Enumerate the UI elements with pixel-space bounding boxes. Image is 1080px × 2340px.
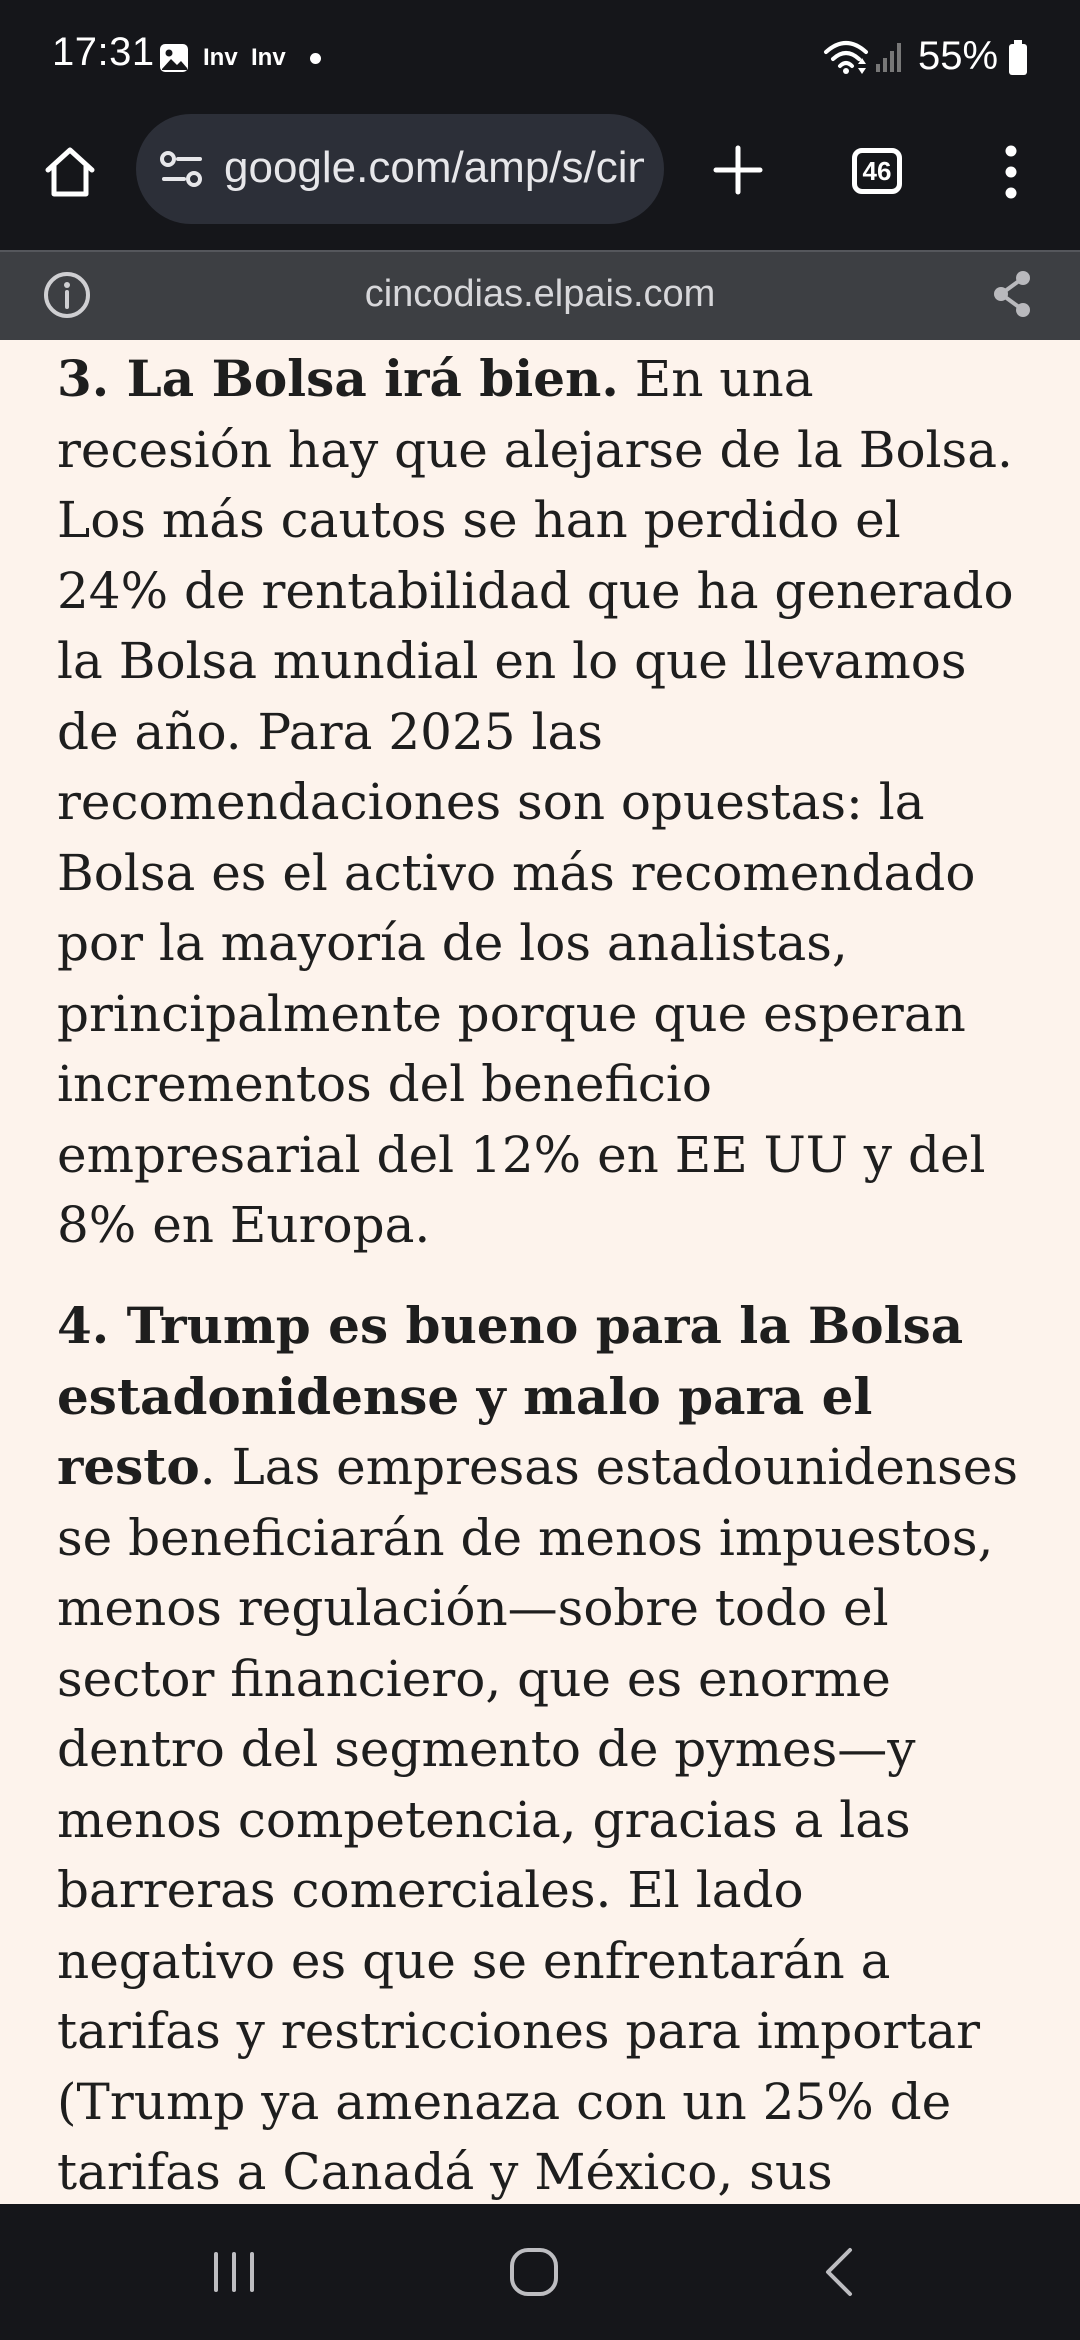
article-paragraph: 3. La Bolsa irá bien. En una recesión ha… [57,344,1027,1261]
more-notifications-dot-icon [310,53,321,64]
browser-toolbar: google.com/amp/s/cincodias.elpais.com 46 [0,114,1080,250]
home-nav-icon[interactable] [508,2246,560,2298]
share-icon[interactable] [990,268,1034,320]
tab-switcher-button[interactable]: 46 [852,148,902,194]
wifi-icon [824,41,868,74]
site-settings-icon[interactable] [158,149,206,189]
url-text[interactable]: google.com/amp/s/cincodias.elpais.com [224,144,644,192]
investing-notification-icon: Inv [203,44,238,71]
back-icon[interactable] [820,2246,860,2298]
article-body: 3. La Bolsa irá bien. En una recesión ha… [0,340,1080,2204]
paragraph-heading: 4. Trump es bueno para la Bolsa estadoni… [57,1296,964,1496]
info-icon[interactable] [42,270,92,320]
battery-percentage: 55% [918,34,999,78]
address-bar[interactable]: google.com/amp/s/cincodias.elpais.com [136,114,664,224]
new-tab-plus-icon[interactable] [710,142,766,198]
status-bar: 17:31 Inv Inv 55% [0,0,1080,114]
more-options-icon[interactable] [996,142,1026,202]
investing-notification-icon: Inv [251,44,286,71]
gallery-notification-icon [160,44,188,72]
home-icon[interactable] [40,142,100,202]
amp-header-bar: cincodias.elpais.com [0,250,1080,340]
heading-period: . [199,1438,216,1496]
recent-apps-icon[interactable] [210,2248,258,2296]
status-time: 17:31 [52,30,155,74]
paragraph-text: Las empresas estadounidenses se benefici… [57,1438,1019,2201]
paragraph-heading: 3. La Bolsa irá bien. [57,349,619,408]
amp-source-domain[interactable]: cincodias.elpais.com [364,273,716,315]
paragraph-text: En una recesión hay que alejarse de la B… [57,350,1014,1254]
battery-icon [1009,40,1027,75]
system-navigation-bar [0,2204,1080,2340]
article-paragraph: 4. Trump es bueno para la Bolsa estadoni… [57,1291,1027,2204]
cell-signal-icon [876,43,901,72]
